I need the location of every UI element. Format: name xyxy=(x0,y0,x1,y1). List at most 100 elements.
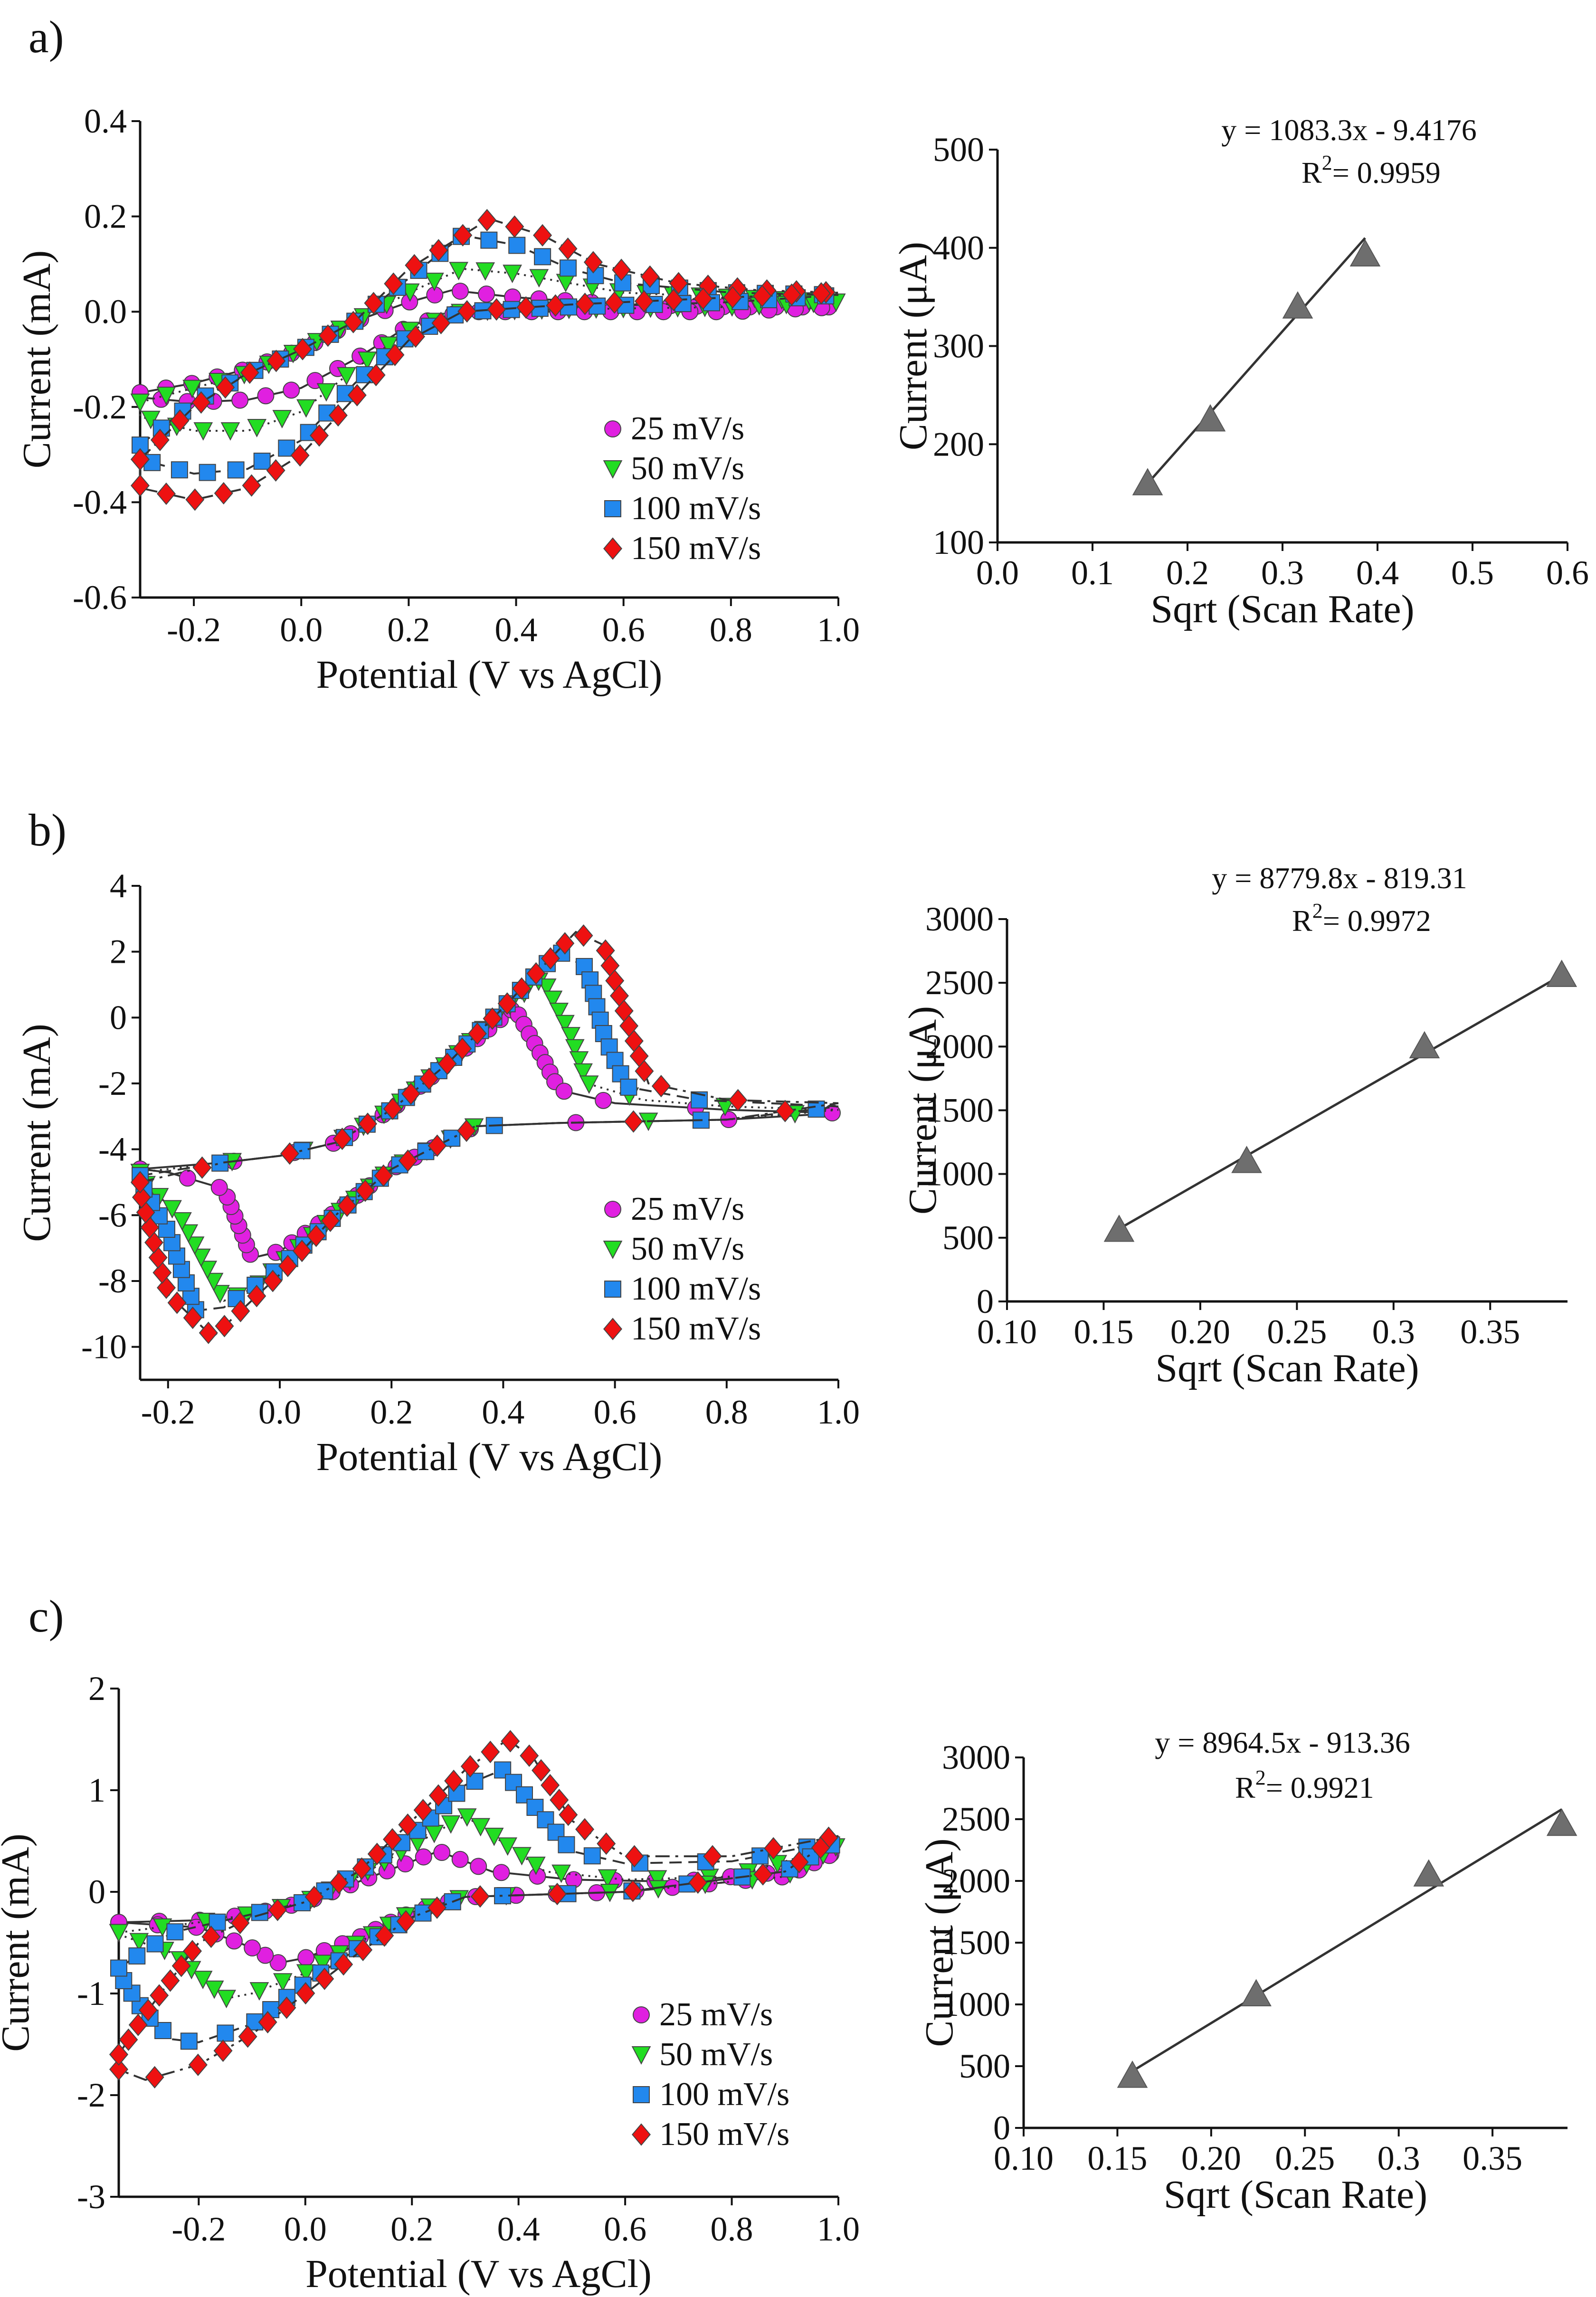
data-point xyxy=(583,1847,601,1865)
data-point xyxy=(193,1971,213,1989)
data-point xyxy=(453,224,473,247)
data-point xyxy=(398,1149,418,1172)
data-point xyxy=(1117,2060,1148,2088)
y-tick-label: 1000 xyxy=(942,1985,1010,2023)
data-point xyxy=(329,1871,349,1894)
x-tick-label: 0.2 xyxy=(1166,554,1209,592)
data-point xyxy=(315,1967,334,1990)
y-tick-label: 500 xyxy=(933,131,984,169)
data-point xyxy=(669,272,688,294)
data-point xyxy=(198,1261,218,1280)
y-tick-label: 2000 xyxy=(925,1027,994,1065)
data-point xyxy=(269,1954,287,1972)
data-point xyxy=(529,269,549,288)
data-point xyxy=(128,2013,148,2036)
data-point xyxy=(565,1039,585,1058)
data-point xyxy=(428,1134,447,1157)
legend-marker xyxy=(603,1318,623,1340)
y-axis-title: Current (μA) xyxy=(901,1006,945,1215)
data-point xyxy=(251,1904,268,1921)
r-squared-value: = 0.9959 xyxy=(1332,156,1441,190)
data-point xyxy=(775,1100,795,1122)
data-point xyxy=(244,1939,261,1957)
x-tick-label: 1.0 xyxy=(817,611,860,649)
legend-label: 25 mV/s xyxy=(659,1996,773,2033)
panel-label: b) xyxy=(28,805,66,855)
chart-a_cv: -0.6 -0.4 -0.2 0.0 0.2 0.4 -0.2 0.0 0.2 0.4 0.6 0.8… xyxy=(15,11,860,697)
legend-marker xyxy=(604,1281,621,1298)
x-tick-label: 0.20 xyxy=(1181,2139,1241,2177)
y-tick-label: 0 xyxy=(88,1873,105,1911)
x-axis-title: Sqrt (Scan Rate) xyxy=(1155,1346,1419,1390)
x-tick-label: 0.2 xyxy=(390,2210,433,2248)
panel-label: a) xyxy=(28,11,64,62)
x-tick-label: 0.4 xyxy=(1356,554,1399,592)
data-point xyxy=(694,287,713,310)
y-tick-label: 3000 xyxy=(925,900,994,938)
chart-c_fit: 0 500 1000 1500 2000 2500 3000 0.10 0.15 0.20 0.25… xyxy=(917,1726,1577,2217)
data-point xyxy=(156,482,176,505)
legend-marker xyxy=(631,2123,651,2146)
x-tick-label: 1.0 xyxy=(817,1393,860,1431)
x-tick-label: -0.2 xyxy=(141,1393,195,1431)
data-point xyxy=(752,285,772,307)
data-point xyxy=(119,2028,138,2051)
series-line xyxy=(118,1768,839,2043)
y-tick-label: 1000 xyxy=(925,1155,994,1193)
x-tick-label: 0.10 xyxy=(994,2139,1054,2177)
data-point xyxy=(1546,959,1577,987)
data-point xyxy=(383,1097,402,1120)
series-150-mv-s xyxy=(130,924,839,1344)
data-point xyxy=(512,977,532,1000)
x-tick-label: 0.0 xyxy=(976,554,1019,592)
data-point xyxy=(247,419,267,437)
x-tick-label: 0.6 xyxy=(604,2210,646,2248)
data-point xyxy=(573,1063,593,1082)
r-squared-exponent: 2 xyxy=(1322,151,1332,174)
y-tick-label: 1500 xyxy=(942,1924,1010,1962)
x-tick-label: -0.2 xyxy=(171,2210,226,2248)
y-tick-label: 400 xyxy=(933,229,984,267)
y-tick-label: -2 xyxy=(77,2076,105,2114)
data-point xyxy=(457,300,477,323)
series-150-mv-s xyxy=(109,1730,839,2088)
data-point xyxy=(398,1813,418,1836)
data-point xyxy=(201,1925,221,1948)
data-point xyxy=(811,282,831,305)
data-point xyxy=(579,1075,599,1094)
data-point xyxy=(1241,1979,1272,2006)
r-squared: R2= 0.9959 xyxy=(1302,151,1441,190)
r-squared: R2= 0.9972 xyxy=(1292,899,1431,938)
y-axis-title: Current (mA) xyxy=(0,1833,38,2052)
data-point xyxy=(179,1169,196,1187)
y-tick-label: 2500 xyxy=(942,1800,1010,1838)
data-point xyxy=(574,924,593,947)
data-point xyxy=(352,1857,371,1880)
x-tick-label: 0.0 xyxy=(280,611,323,649)
data-point xyxy=(558,237,578,260)
r-squared-prefix: R xyxy=(1235,1771,1255,1804)
data-point xyxy=(789,1851,809,1873)
y-axis-title: Current (mA) xyxy=(15,1024,59,1242)
data-point xyxy=(162,1200,182,1219)
data-point xyxy=(548,1882,567,1906)
x-tick-label: 0.15 xyxy=(1074,1313,1133,1351)
data-point xyxy=(512,1847,532,1866)
y-tick-label: 200 xyxy=(933,425,984,463)
legend-label: 50 mV/s xyxy=(631,1231,744,1267)
panel-label: c) xyxy=(28,1591,64,1642)
y-axis-title: Current (μA) xyxy=(891,242,935,450)
x-tick-label: 0.0 xyxy=(258,1393,301,1431)
x-tick-label: 0.8 xyxy=(711,2210,753,2248)
data-point xyxy=(253,452,271,470)
r-squared-prefix: R xyxy=(1292,904,1312,938)
data-point xyxy=(130,393,150,412)
data-point xyxy=(220,422,240,441)
data-point xyxy=(635,1060,654,1082)
y-tick-label: -8 xyxy=(98,1262,127,1300)
data-point xyxy=(533,224,552,247)
data-point xyxy=(481,1740,500,1764)
x-tick-label: 0.3 xyxy=(1378,2139,1420,2177)
data-point xyxy=(457,1119,476,1142)
